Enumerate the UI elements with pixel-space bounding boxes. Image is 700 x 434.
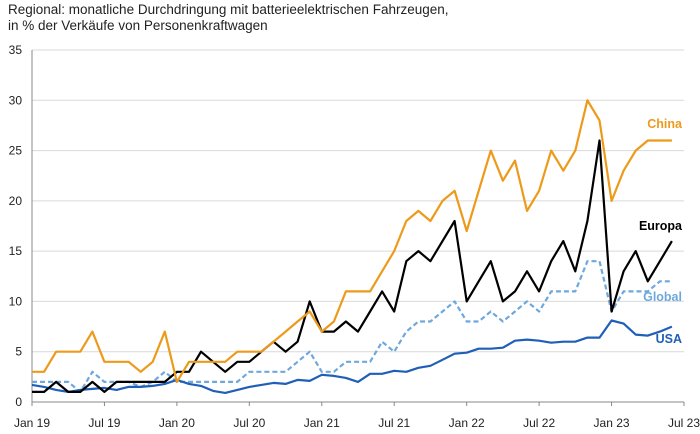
y-tick-label: 25 [9, 144, 23, 158]
y-tick-label: 10 [9, 294, 23, 308]
chart-title-line-2: in % der Verkäufe von Personenkraftwagen [8, 18, 268, 33]
series-label-usa: USA [656, 332, 682, 346]
x-tick-label: Jan 19 [14, 416, 50, 430]
chart-title-line-1: Regional: monatliche Durchdringung mit b… [8, 2, 449, 17]
y-tick-label: 20 [9, 194, 23, 208]
x-tick-label: Jul 19 [88, 416, 120, 430]
series-line-usa [31, 319, 673, 394]
x-tick-label: Jul 23 [668, 416, 700, 430]
x-tick-label: Jan 21 [304, 416, 340, 430]
x-tick-label: Jul 20 [233, 416, 265, 430]
series-line-europa [32, 139, 673, 393]
y-tick-label: 0 [15, 395, 22, 409]
series-label-europa: Europa [639, 219, 683, 233]
y-tick-label: 35 [9, 43, 23, 57]
x-tick-label: Jul 21 [378, 416, 410, 430]
x-tick-label: Jan 20 [159, 416, 195, 430]
x-tick-label: Jan 23 [594, 416, 630, 430]
x-tick-label: Jan 22 [449, 416, 485, 430]
series-line-china [32, 99, 672, 383]
series-label-china: China [647, 117, 683, 131]
chart-title: Regional: monatliche Durchdringung mit b… [8, 2, 668, 34]
series-label-global: Global [643, 290, 682, 304]
y-tick-label: 15 [9, 244, 23, 258]
x-tick-label: Jul 22 [523, 416, 555, 430]
y-tick-label: 5 [15, 345, 22, 359]
series-line-global [32, 260, 672, 393]
y-tick-label: 30 [9, 93, 23, 107]
